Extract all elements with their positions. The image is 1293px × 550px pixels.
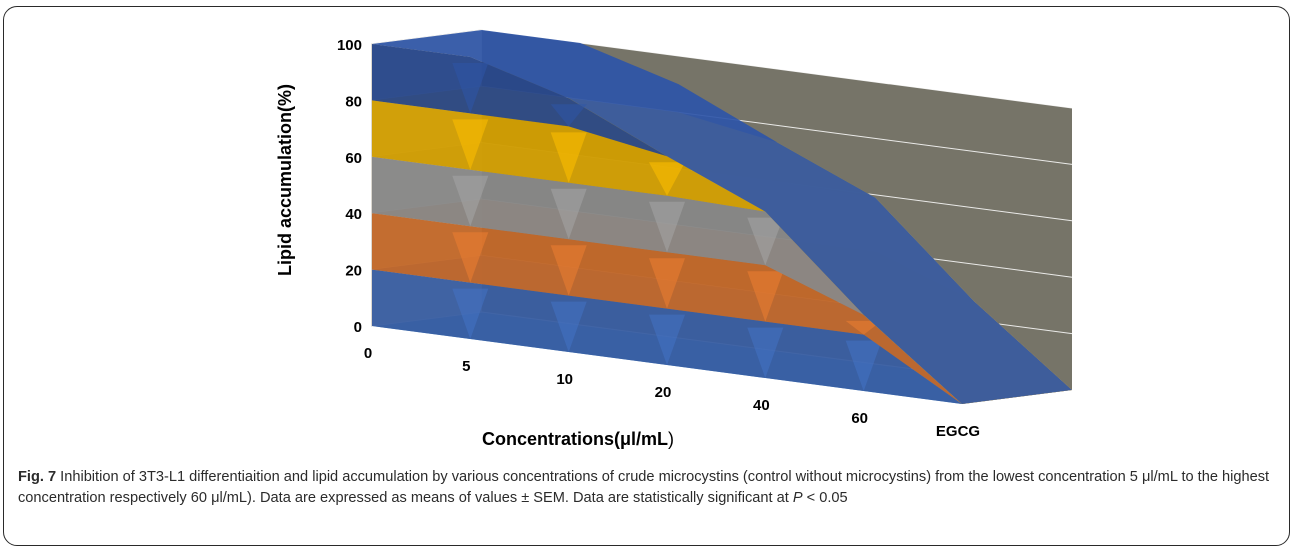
figure-caption: Fig. 7 Inhibition of 3T3-L1 differentiai… [18, 467, 1273, 509]
band-3-front [372, 100, 962, 405]
x-tick-label-20: 20 [655, 384, 672, 401]
band-4-shard-2 [550, 104, 587, 127]
y-axis-label: Lipid accumulation(%) [275, 84, 295, 276]
band-4-shard-1 [452, 63, 489, 114]
x-tick-label-0: 0 [364, 345, 372, 362]
band-2-front [372, 156, 962, 404]
band-0-shard-2 [550, 301, 587, 352]
y-tick-label-40: 40 [345, 206, 362, 223]
y-tick-label-60: 60 [345, 150, 362, 167]
x-axis-label-paren: ) [668, 429, 674, 449]
x-axis-label: Concentrations(μl/mL) [482, 429, 674, 449]
band-0-shard-1 [452, 288, 489, 339]
caption-p-symbol: P [792, 490, 803, 506]
band-4-front [372, 44, 962, 404]
band-1-shard-2 [550, 245, 587, 296]
band-1-shard-1 [452, 232, 489, 283]
band-2-shard-4 [747, 217, 784, 266]
band-3-shard-1 [452, 119, 489, 170]
x-tick-label-EGCG: EGCG [936, 423, 980, 440]
x-tick-label-60: 60 [851, 410, 868, 427]
band-3-shard-2 [550, 132, 587, 183]
band-2-shard-3 [649, 201, 685, 253]
band-0-shard-3 [649, 314, 685, 365]
band-4-top [372, 30, 1072, 404]
band-3-shard-3 [649, 162, 685, 196]
y-tick-labels: 100 80 60 40 20 0 [337, 37, 362, 336]
x-tick-label-5: 5 [462, 358, 470, 375]
band-2-shard-2 [550, 188, 587, 240]
x-tick-label-10: 10 [556, 371, 573, 388]
band-1-shard-4 [747, 271, 784, 322]
chart-series-bands [372, 30, 1072, 405]
y-tick-label-100: 100 [337, 37, 362, 54]
caption-figure-label: Fig. 7 [18, 469, 57, 485]
y-tick-label-0: 0 [354, 319, 362, 336]
caption-text: Inhibition of 3T3-L1 differentiaition an… [18, 469, 1270, 506]
y-tick-label-20: 20 [345, 263, 362, 280]
x-axis-label-main: Concentrations(μl/mL [482, 429, 668, 449]
band-1-shard-3 [649, 258, 685, 309]
lipid-accumulation-chart: 100 80 60 40 20 0 0 5 10 20 40 60 EGCG Lipid accumu… [275, 29, 1073, 449]
caption-p-value: < 0.05 [802, 490, 848, 506]
band-1-shard-5 [845, 320, 882, 335]
x-tick-labels: 0 5 10 20 40 60 EGCG [364, 345, 980, 440]
y-tick-label-80: 80 [345, 93, 362, 110]
band-0-shard-4 [747, 327, 784, 378]
x-tick-label-40: 40 [753, 397, 770, 414]
band-0-shard-5 [845, 340, 882, 391]
band-2-shard-1 [452, 175, 489, 227]
